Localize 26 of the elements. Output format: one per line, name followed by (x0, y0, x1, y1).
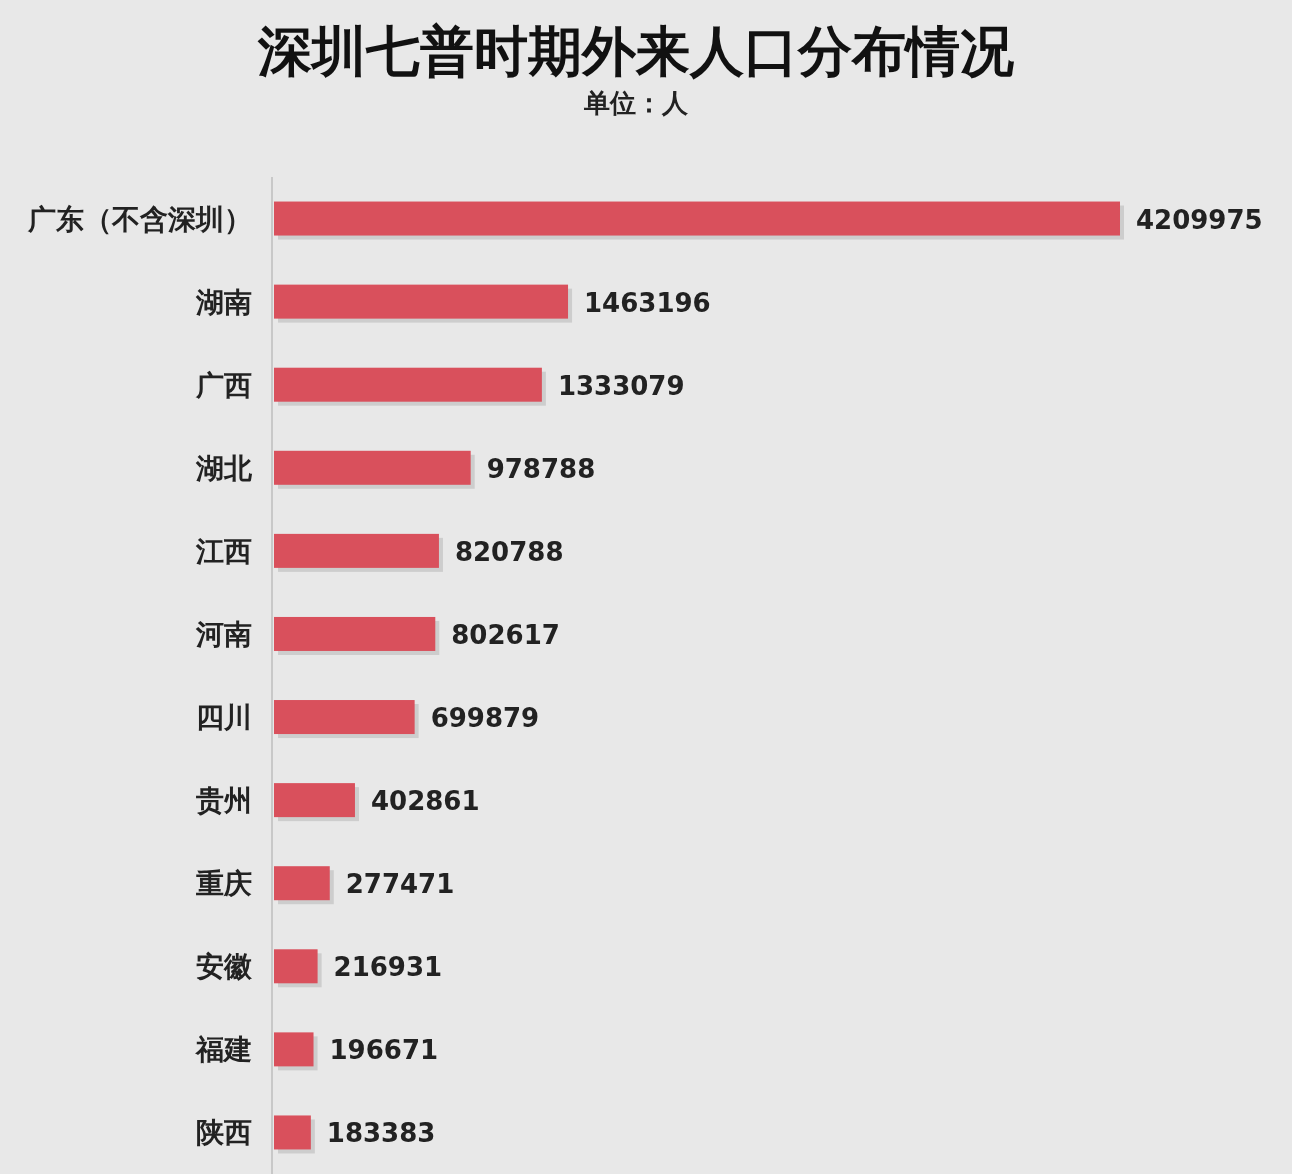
data-label: 216931 (333, 952, 443, 983)
category-label: 江西 (196, 534, 252, 568)
data-label: 802617 (451, 619, 560, 650)
data-label: 1333079 (557, 370, 685, 401)
data-label: 402861 (370, 786, 480, 817)
category-label: 河南 (196, 617, 252, 651)
category-label: 福建 (196, 1033, 252, 1067)
data-label: 277471 (345, 869, 455, 900)
category-label: 四川 (196, 701, 252, 735)
title: 深圳七普时期外来人口分布情况 (258, 20, 1014, 83)
category-label: 广西 (196, 368, 252, 402)
category-label: 陕西 (196, 1116, 252, 1150)
category-label: 广东（不含深圳） (28, 202, 252, 236)
data-label: 196671 (329, 1035, 439, 1066)
data-label: 699879 (430, 703, 540, 734)
subtitle: 单位：人 (584, 88, 688, 118)
category-label: 重庆 (196, 867, 252, 901)
category-label: 安徽 (196, 950, 252, 984)
data-label: 183383 (326, 1118, 436, 1149)
data-label: 1463196 (584, 287, 711, 318)
data-label: 978788 (486, 453, 596, 484)
data-label: 4209975 (1136, 204, 1263, 235)
data-label: 820788 (454, 536, 564, 567)
category-label: 贵州 (196, 784, 252, 818)
category-label: 湖南 (196, 285, 252, 319)
category-label: 湖北 (196, 451, 252, 485)
